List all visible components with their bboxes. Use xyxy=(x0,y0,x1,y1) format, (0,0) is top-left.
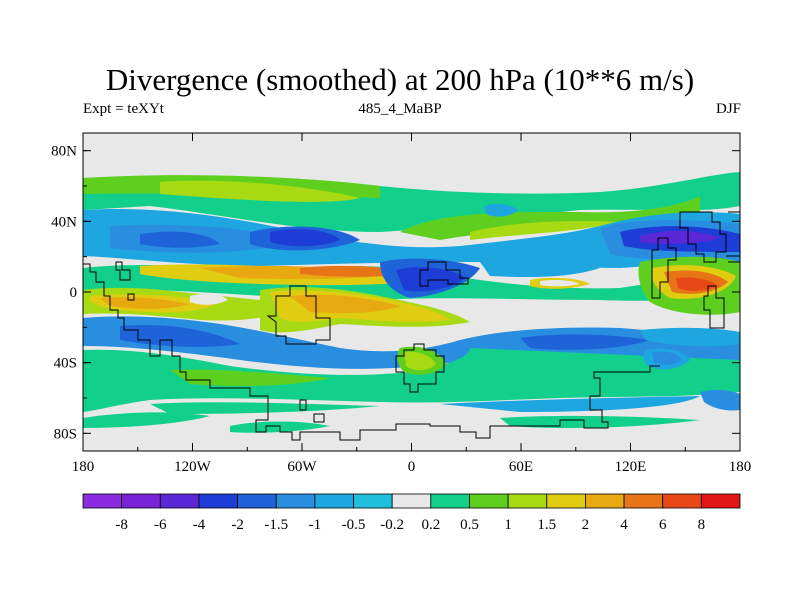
colorbar-label: -1.5 xyxy=(264,517,288,533)
colorbar-swatch xyxy=(314,493,354,509)
colorbar-label: 4 xyxy=(620,517,628,533)
coastline xyxy=(83,211,740,441)
colorbar-label: -6 xyxy=(154,517,167,533)
divergence-field xyxy=(83,172,740,433)
colorbar-swatch xyxy=(546,493,586,509)
colorbar-swatch xyxy=(623,493,664,509)
colorbar-swatch xyxy=(237,493,277,509)
colorbar-label: 2 xyxy=(582,517,590,533)
x-tick-label: 120E xyxy=(615,459,647,475)
colorbar-label: -4 xyxy=(193,517,206,533)
season-label: DJF xyxy=(715,101,741,117)
colorbar-swatch xyxy=(469,493,509,509)
y-tick-label: 40N xyxy=(51,214,77,230)
colorbar-label: -0.5 xyxy=(342,517,366,533)
experiment-label: Expt = teXYt xyxy=(83,101,164,117)
colorbar-label: 1.5 xyxy=(537,517,556,533)
x-tick-label: 180 xyxy=(729,459,752,475)
colorbar-swatch xyxy=(159,493,200,509)
y-tick-label: 80S xyxy=(54,426,77,442)
colorbar-label: 8 xyxy=(698,517,706,533)
x-tick-label: 60E xyxy=(509,459,533,475)
colorbar-label: 1 xyxy=(504,517,512,533)
colorbar: -8 -6 -4 -2 -1.5 -1 -0.5 -0.2 0.2 0.5 1 1.5 2 4 6 8 xyxy=(82,493,741,533)
x-tick-label: 180 xyxy=(72,459,95,475)
colorbar-swatch xyxy=(82,493,123,509)
colorbar-label: 0.5 xyxy=(460,517,479,533)
colorbar-swatch xyxy=(507,493,548,509)
y-axis: 80N 40N 0 40S 80S xyxy=(51,144,740,442)
colorbar-swatch xyxy=(662,493,702,509)
colorbar-swatch xyxy=(430,493,470,509)
colorbar-label: -2 xyxy=(231,517,244,533)
x-tick-label: 0 xyxy=(408,459,416,475)
run-label: 485_4_MaBP xyxy=(358,101,442,117)
colorbar-swatch xyxy=(585,493,625,509)
colorbar-label: -0.2 xyxy=(380,517,404,533)
colorbar-label: -1 xyxy=(309,517,322,533)
y-tick-label: 80N xyxy=(51,144,77,160)
x-axis: 180 120W 60W 0 60E 120E 180 xyxy=(72,133,752,475)
x-tick-label: 60W xyxy=(287,459,317,475)
colorbar-swatch xyxy=(275,493,316,509)
colorbar-label: -8 xyxy=(115,517,128,533)
colorbar-swatch xyxy=(353,493,393,509)
colorbar-label: 0.2 xyxy=(421,517,440,533)
colorbar-swatch xyxy=(198,493,238,509)
colorbar-swatch xyxy=(391,493,432,509)
colorbar-swatch xyxy=(121,493,161,509)
y-tick-label: 40S xyxy=(54,356,77,372)
map-panel xyxy=(82,132,741,452)
x-tick-label: 120W xyxy=(174,459,212,475)
colorbar-swatch xyxy=(700,493,741,509)
plot-title: Divergence (smoothed) at 200 hPa (10**6 … xyxy=(105,62,695,97)
colorbar-label: 6 xyxy=(659,517,667,533)
y-tick-label: 0 xyxy=(70,285,78,301)
